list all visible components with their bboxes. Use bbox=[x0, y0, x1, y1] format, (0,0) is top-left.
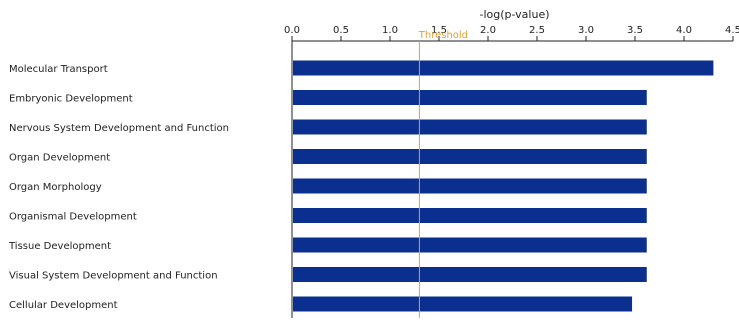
category-labels: Molecular Transport Embryonic Development… bbox=[8, 64, 229, 311]
x-tick-label: 4.5 bbox=[725, 25, 739, 36]
category-label: Organ Development bbox=[9, 153, 110, 164]
x-axis-ticks: 0.0 0.5 1.0 1.5 2.0 2.5 3.0 3.5 4.0 4.5 bbox=[284, 25, 739, 318]
x-tick-label: 3.0 bbox=[578, 25, 594, 36]
x-tick-label: 3.5 bbox=[627, 25, 643, 36]
category-label: Nervous System Development and Function bbox=[9, 123, 229, 134]
category-label: Tissue Development bbox=[8, 241, 111, 252]
bar bbox=[293, 237, 647, 253]
x-tick-label: 1.0 bbox=[382, 25, 398, 36]
bar bbox=[293, 60, 714, 76]
bars bbox=[293, 60, 714, 312]
category-label: Organ Morphology bbox=[9, 182, 102, 193]
bar bbox=[293, 119, 647, 135]
x-tick-label: 0.0 bbox=[284, 25, 300, 36]
category-label: Visual System Development and Function bbox=[9, 271, 218, 282]
x-tick-label: 4.0 bbox=[676, 25, 692, 36]
category-label: Molecular Transport bbox=[9, 64, 108, 75]
bar bbox=[293, 90, 647, 105]
bar bbox=[293, 296, 633, 312]
category-label: Embryonic Development bbox=[9, 94, 133, 105]
x-tick-label: 2.0 bbox=[480, 25, 496, 36]
threshold-label: Threshold bbox=[418, 30, 468, 41]
bar bbox=[293, 149, 647, 164]
category-label: Cellular Development bbox=[9, 300, 118, 311]
bar bbox=[293, 208, 647, 223]
bar bbox=[293, 267, 647, 282]
x-tick-label: 2.5 bbox=[529, 25, 545, 36]
category-label: Organismal Development bbox=[9, 212, 137, 223]
x-tick-label: 0.5 bbox=[333, 25, 349, 36]
x-axis-title: -log(p-value) bbox=[479, 8, 549, 21]
bar bbox=[293, 178, 647, 194]
x-tick-label: 1.5 bbox=[431, 25, 447, 36]
